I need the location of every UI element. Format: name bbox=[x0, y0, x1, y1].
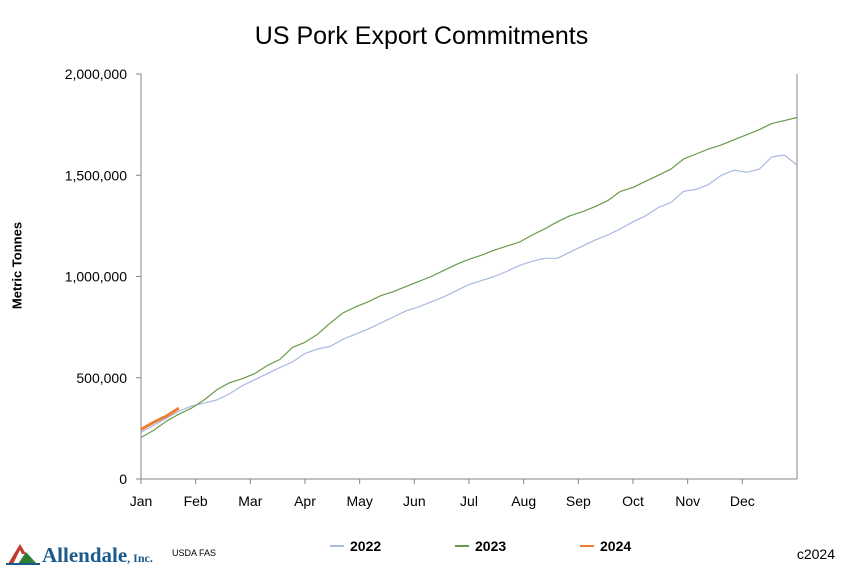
series-line-2022 bbox=[140, 154, 798, 433]
allendale-logo: Allendale, Inc. bbox=[6, 540, 153, 566]
y-tick-label: 1,000,000 bbox=[65, 269, 127, 285]
y-tick-label: 500,000 bbox=[76, 370, 127, 386]
legend-swatch-2022 bbox=[330, 545, 344, 547]
x-tick-label: Dec bbox=[730, 493, 755, 509]
y-tick-label: 0 bbox=[119, 471, 127, 487]
x-tick-label: Feb bbox=[184, 493, 208, 509]
legend-label-2024: 2024 bbox=[600, 538, 632, 554]
legend-swatch-2023 bbox=[455, 545, 469, 547]
copyright: c2024 bbox=[796, 546, 835, 562]
legend-item-2022: 2022 bbox=[330, 538, 455, 554]
source-note: USDA FAS bbox=[172, 548, 217, 558]
x-tick-label: Nov bbox=[675, 493, 700, 509]
chart-title: US Pork Export Commitments bbox=[254, 22, 589, 50]
y-tick-label: 2,000,000 bbox=[65, 66, 127, 82]
y-tick-label: 1,500,000 bbox=[65, 167, 127, 183]
logo-mark-icon bbox=[6, 544, 40, 565]
y-axis-label: Metric Tonnes bbox=[9, 221, 25, 310]
x-tick-label: Jan bbox=[130, 493, 153, 509]
x-tick-label: Sep bbox=[566, 493, 591, 509]
x-tick-label: Jun bbox=[403, 493, 426, 509]
logo-text: Allendale, Inc. bbox=[42, 543, 153, 567]
series-line-2023 bbox=[140, 116, 798, 439]
legend-label-2022: 2022 bbox=[350, 538, 382, 554]
legend-label-2023: 2023 bbox=[475, 538, 507, 554]
x-tick-label: May bbox=[346, 493, 372, 509]
series-line-2024 bbox=[140, 406, 180, 431]
x-tick-label: Apr bbox=[294, 493, 316, 509]
legend: 2022 2023 2024 bbox=[330, 538, 705, 554]
x-tick-label: Mar bbox=[238, 493, 262, 509]
x-tick-label: Oct bbox=[622, 493, 644, 509]
x-tick-label: Jul bbox=[460, 493, 478, 509]
legend-item-2023: 2023 bbox=[455, 538, 580, 554]
legend-swatch-2024 bbox=[580, 545, 594, 547]
x-tick-label: Aug bbox=[511, 493, 536, 509]
legend-item-2024: 2024 bbox=[580, 538, 705, 554]
